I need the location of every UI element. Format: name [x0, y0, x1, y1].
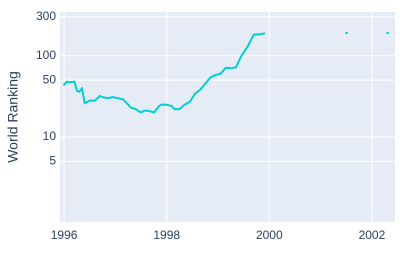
y-tick-label: 10: [43, 129, 57, 143]
x-tick-label: 2000: [256, 228, 283, 242]
x-tick-label: 1998: [153, 228, 180, 242]
y-tick-label: 300: [36, 9, 56, 23]
y-tick-label: 50: [43, 72, 57, 86]
x-tick-label: 2002: [359, 228, 386, 242]
y-tick-label: 5: [49, 154, 56, 168]
plot-area: [60, 12, 395, 222]
x-tick-label: 1996: [51, 228, 78, 242]
line: [63, 32, 390, 114]
y-tick-label: 100: [36, 48, 56, 62]
y-axis-label: World Ranking: [5, 71, 21, 163]
